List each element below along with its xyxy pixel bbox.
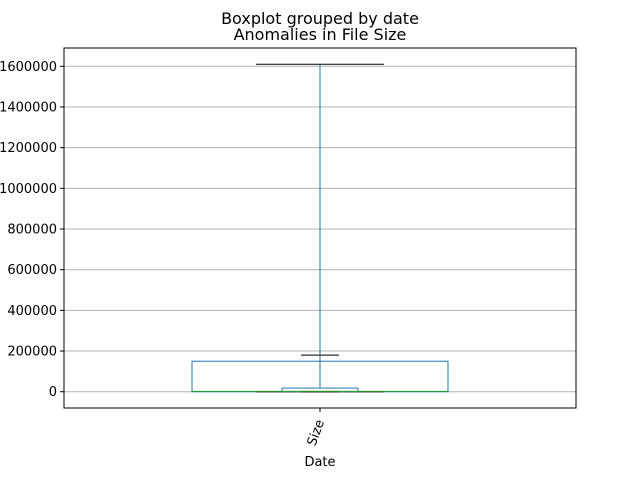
y-tick-label: 1400000 [0,100,57,115]
y-tick-label: 0 [49,385,57,400]
y-tick-label: 200000 [7,345,57,360]
y-axis-ticks: 0 200000 400000 600000 800000 1000000 1200000 1… [0,60,64,400]
y-tick-label: 1200000 [0,141,57,156]
y-tick-label: 600000 [7,263,57,278]
y-tick-label: 1600000 [0,60,57,75]
chart-title: Boxplot grouped by date [221,9,419,28]
x-axis-label: Date [304,455,335,470]
y-tick-label: 1000000 [0,182,57,197]
chart-subtitle: Anomalies in File Size [234,25,407,44]
box-group [191,63,449,393]
x-axis-ticks: Size [305,408,328,448]
y-tick-label: 800000 [7,223,57,238]
y-tick-label: 400000 [7,304,57,319]
x-tick-label: Size [305,418,328,448]
